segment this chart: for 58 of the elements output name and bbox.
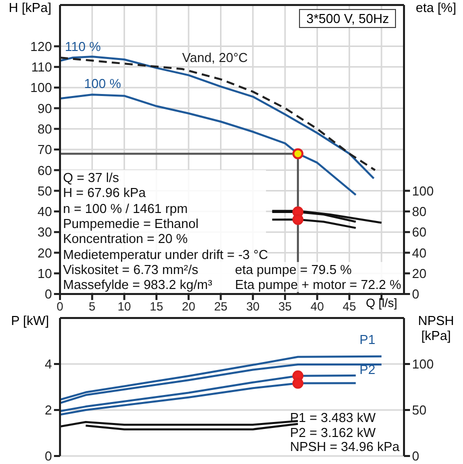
y-tick-label: 0	[44, 448, 52, 464]
y-tick-label: 70	[38, 142, 52, 158]
y-tick-label: 30	[38, 224, 52, 240]
y-tick-label: 100	[30, 80, 52, 96]
y-axis-title: P [kW]	[10, 313, 50, 328]
x-tick-label: 25	[214, 300, 228, 314]
y2-tick-label: 40	[412, 245, 426, 260]
y2-tick-label: 100	[412, 183, 434, 198]
annotation: Viskositet = 6.73 mm²/s	[63, 262, 198, 277]
x-tick-label: 0	[56, 300, 64, 314]
annotation: NPSH = 34.96 kPa	[290, 439, 400, 454]
x-tick-label: 5	[88, 300, 96, 314]
x-tick-label: 15	[150, 300, 164, 314]
x-tick-label: 30	[246, 300, 260, 314]
y-tick-label: 10	[38, 266, 52, 281]
x-tick-label: 45	[342, 300, 356, 314]
annotation: Medietemperatur under drift = -3 °C	[63, 246, 268, 262]
x-tick-label: 20	[182, 300, 196, 314]
series-label: P1	[359, 332, 376, 348]
series-label: 100 %	[84, 76, 122, 92]
y2-tick-label: 0	[412, 286, 420, 302]
annotation: H = 67.96 kPa	[63, 185, 146, 200]
x-tick-label: 10	[118, 300, 132, 314]
y-tick-label: 60	[38, 162, 52, 178]
x-tick-label: 40	[310, 300, 324, 314]
series-label: Vand, 20°C	[182, 50, 248, 66]
y2-axis-title: NPSH [kPa]	[416, 313, 456, 343]
y-tick-label: 110	[31, 60, 52, 75]
y2-tick-label: 0	[412, 448, 420, 464]
y-tick-label: 4	[44, 356, 52, 372]
y2-tick-label: 20	[412, 266, 426, 281]
x-tick-label: 35	[278, 300, 292, 314]
annotation: Pumpemedie = Ethanol	[63, 216, 199, 231]
x-axis-title: Q [l/s]	[364, 296, 398, 310]
annotation: Massefylde = 983.2 kg/m³	[63, 277, 212, 292]
annotation: Koncentration = 20 %	[63, 231, 188, 246]
y-tick-label: 50	[38, 183, 52, 198]
y-tick-label: 0	[44, 286, 52, 302]
y-tick-label: 2	[44, 402, 52, 418]
annotation: eta pumpe = 79.5 %	[235, 262, 352, 277]
y2-axis-title: eta [%]	[414, 0, 458, 15]
annotation: n = 100 % / 1461 rpm	[63, 200, 188, 216]
y-axis-title: H [kPa]	[8, 0, 52, 15]
y-tick-label: 40	[38, 204, 52, 220]
annotation: P1 = 3.483 kW	[290, 410, 376, 425]
y2-tick-label: 60	[412, 224, 426, 240]
y2-tick-label: 80	[412, 204, 426, 220]
y2-tick-label: 50	[412, 402, 426, 418]
annotation: Eta pumpe + motor = 72.2 %	[235, 277, 402, 292]
y-tick-label: 20	[38, 245, 52, 260]
y-tick-label: 90	[38, 100, 52, 116]
y2-tick-label: 100	[412, 356, 434, 372]
annotation: P2 = 3.162 kW	[290, 424, 376, 440]
y-tick-label: 80	[38, 121, 52, 136]
text: 3*500 V, 50Hz	[299, 9, 396, 28]
annotation: Q = 37 l/s	[63, 170, 119, 185]
series-label: 110 %	[64, 38, 101, 55]
y-tick-label: 120	[30, 38, 52, 54]
